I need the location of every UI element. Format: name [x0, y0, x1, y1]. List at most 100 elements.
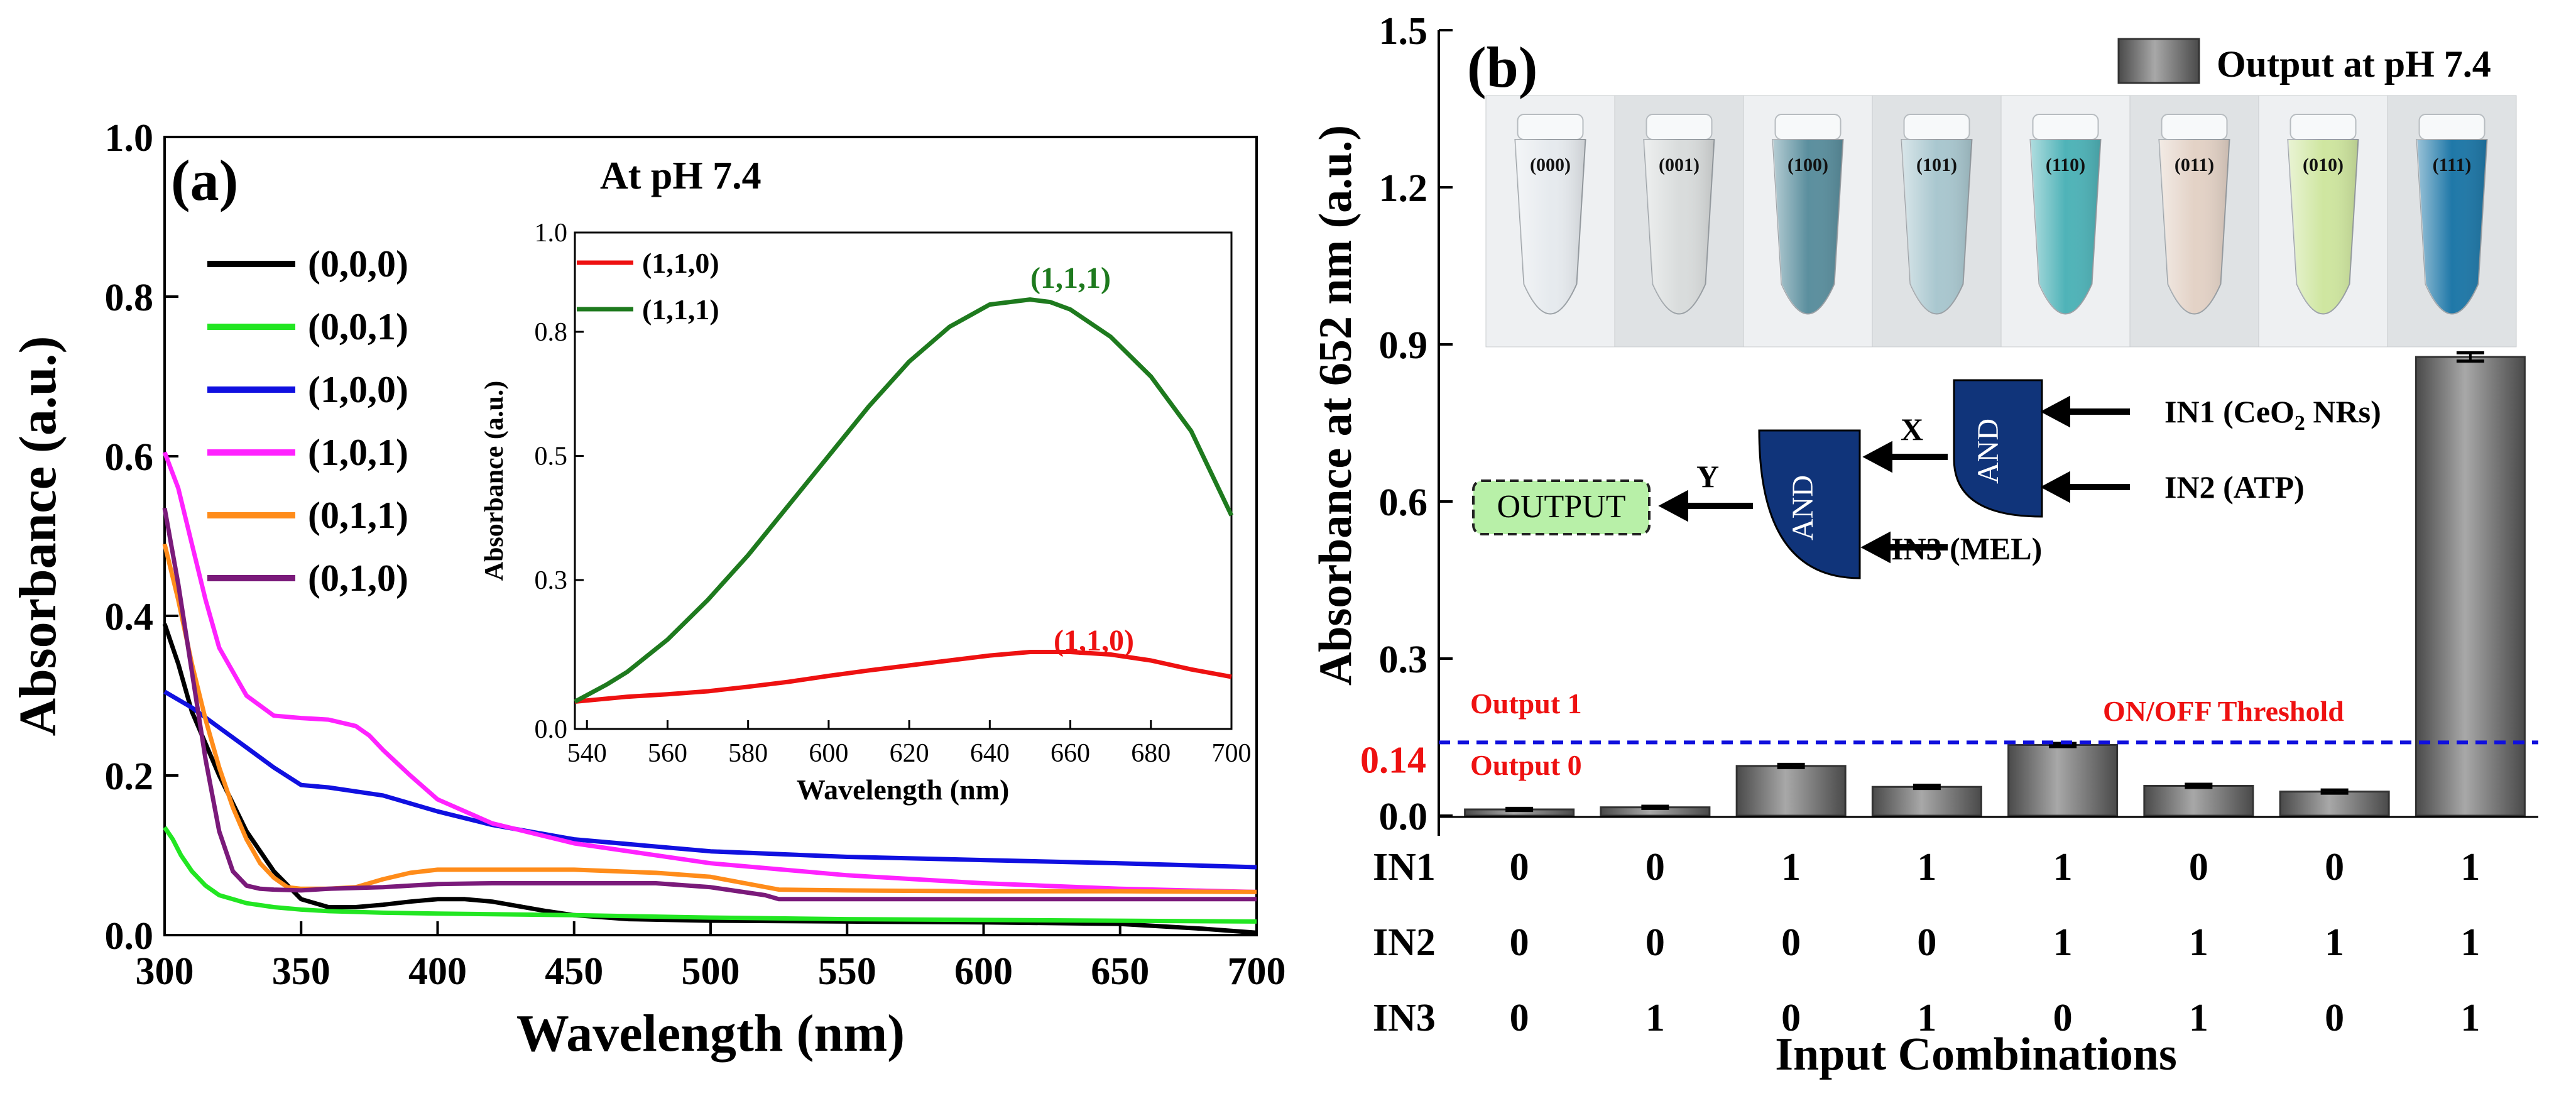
- inset-x-tick-label-700: 700: [1212, 739, 1252, 768]
- threshold-tick-label: 0.14: [1360, 739, 1426, 781]
- input-cell-IN2-0: 0: [1510, 921, 1529, 964]
- inset-x-tick-label-620: 620: [890, 739, 929, 768]
- x-tick-label-450: 450: [545, 950, 603, 993]
- tube-shine-0: [1515, 140, 1586, 314]
- x-tick-label-350: 350: [272, 950, 330, 993]
- tube-shine-1: [1644, 140, 1715, 314]
- legend-label-010: (0,1,0): [308, 557, 408, 599]
- inset-y-tick-label-0.8: 0.8: [535, 318, 568, 347]
- input-cell-IN2-3: 0: [1917, 921, 1936, 964]
- arrow-y-head: [1658, 490, 1688, 522]
- panel-a-x-axis-label: Wavelength (nm): [516, 1004, 905, 1063]
- b-y-tick-label-0.0: 0.0: [1379, 796, 1428, 838]
- b-y-tick-label-0.9: 0.9: [1379, 324, 1428, 367]
- inset-annotation-110: (1,1,0): [1054, 624, 1134, 657]
- input-cell-IN3-2: 0: [1781, 997, 1801, 1039]
- inset-x-tick-label-540: 540: [567, 739, 607, 768]
- arrow-in3-head: [1860, 531, 1891, 564]
- output-box-label: OUTPUT: [1497, 489, 1625, 525]
- y-tick-label-0.4: 0.4: [105, 596, 154, 638]
- tube-cap-7: [2418, 114, 2486, 140]
- panel-b-bar-chart: 0.00.30.60.91.21.5 (000) (001) (100) (101)(…: [1310, 10, 2538, 1080]
- input-cell-IN2-7: 1: [2460, 921, 2480, 964]
- inset-axis-ticks: 540 560 580 600 620 640 660 680 700 0.0 0.3 0.5 0.8 1…: [535, 219, 1252, 768]
- x-tick-label-400: 400: [408, 950, 467, 993]
- tube-label-110: (110): [2046, 155, 2085, 175]
- output-0-label: Output 0: [1470, 749, 1582, 781]
- inset-x-tick-label-680: 680: [1131, 739, 1171, 768]
- panel-a-series: [162, 451, 1257, 935]
- inset-y-tick-label-0.3: 0.3: [535, 566, 568, 595]
- in1-prefix: IN1 (CeO: [2164, 394, 2295, 429]
- input-combination-table: IN1 0 0 1 1 1 0 0 1 IN2 0 0 0 0 1 1 1 1 IN3 0 1 0 1 0 1 0 1: [1373, 846, 2480, 1039]
- x-tick-label-550: 550: [818, 950, 876, 993]
- series-line-0-1-0: [162, 507, 1257, 902]
- bar-3: [1871, 786, 1982, 817]
- series-line-0-0-1: [163, 826, 1257, 924]
- panel-a-label: (a): [171, 148, 238, 212]
- tube-cap-2: [1774, 114, 1842, 140]
- panel-b-y-axis-label: Absorbance at 652 nm (a.u.): [1310, 125, 1362, 686]
- panel-b-bars: [1439, 351, 2538, 818]
- bar-6: [2279, 791, 2390, 817]
- tube-label-011: (011): [2175, 155, 2214, 175]
- tube-cap-5: [2161, 114, 2228, 140]
- inset-y-tick-label-1.0: 1.0: [535, 219, 568, 248]
- arrow-x-head: [1862, 441, 1892, 473]
- inset-x-tick-label-560: 560: [648, 739, 687, 768]
- series-line-0-0-0: [162, 623, 1257, 935]
- input-cell-IN2-6: 1: [2325, 921, 2344, 964]
- y-tick-label-0.8: 0.8: [105, 277, 154, 319]
- b-y-tick-label-0.3: 0.3: [1379, 638, 1428, 681]
- tube-shine-3: [1901, 140, 1972, 314]
- input-cell-IN1-3: 1: [1917, 846, 1936, 889]
- legend-label-001: (0,0,1): [308, 306, 408, 348]
- y-tick-label-0.0: 0.0: [105, 915, 154, 958]
- input-cell-IN1-0: 0: [1510, 846, 1529, 889]
- inset-legend-label-111: (1,1,1): [642, 293, 719, 326]
- bar-7: [2415, 356, 2526, 817]
- tube-label-100: (100): [1787, 155, 1828, 175]
- output-1-label: Output 1: [1470, 687, 1582, 720]
- tube-photo-strip: (000) (001) (100) (101) (110) (011) (010) (111): [1485, 95, 2517, 348]
- bar-2: [1735, 765, 1847, 817]
- inset-x-tick-label-660: 660: [1051, 739, 1090, 768]
- tube-shine-4: [2030, 140, 2101, 314]
- panel-b-legend-label: Output at pH 7.4: [2217, 43, 2491, 85]
- x-tick-label-600: 600: [954, 950, 1013, 993]
- panel-b-label: (b): [1467, 35, 1537, 99]
- inset-annotation-111: (1,1,1): [1030, 261, 1111, 295]
- input-row-label-IN2: IN2: [1373, 921, 1436, 964]
- input-in1-label: IN1 (CeO2 NRs): [2164, 394, 2381, 435]
- input-cell-IN1-4: 1: [2053, 846, 2073, 889]
- panel-a-title: At pH 7.4: [600, 155, 761, 197]
- legend-label-011: (0,1,1): [308, 495, 408, 536]
- tube-label-111: (111): [2433, 155, 2472, 175]
- legend-label-100: (1,0,0): [308, 369, 408, 410]
- tube-cap-6: [2289, 114, 2357, 140]
- inset-x-axis-label: Wavelength (nm): [797, 774, 1010, 806]
- x-tick-label-300: 300: [136, 950, 194, 993]
- input-cell-IN3-1: 1: [1645, 997, 1665, 1039]
- panel-a-axis-ticks: 300 350 400 450 500 550 600 650 700 0.0 0.2 0.4 0.6 0…: [105, 117, 1286, 993]
- input-cell-IN1-7: 1: [2460, 846, 2480, 889]
- legend-label-101: (1,0,1): [308, 432, 408, 473]
- inset-x-tick-label-600: 600: [809, 739, 848, 768]
- inset-y-tick-label-0.5: 0.5: [535, 442, 568, 471]
- inset-y-axis-label: Absorbance (a.u.): [480, 381, 509, 581]
- input-cell-IN1-6: 0: [2325, 846, 2344, 889]
- series-line-1-0-0: [163, 689, 1257, 870]
- panel-b-legend-swatch: [2117, 38, 2200, 84]
- inset-legend-label-110: (1,1,0): [642, 247, 719, 279]
- input-cell-IN2-2: 0: [1781, 921, 1801, 964]
- tube-cap-1: [1645, 114, 1713, 140]
- gate-link-x-label: X: [1901, 412, 1923, 447]
- panel-a-legend: (0,0,0) (0,0,1) (1,0,0) (1,0,1) (0,1,1) …: [207, 243, 408, 599]
- input-cell-IN2-4: 1: [2053, 921, 2073, 964]
- tube-label-001: (001): [1659, 155, 1700, 175]
- input-cell-IN3-7: 1: [2460, 997, 2480, 1039]
- input-cell-IN2-1: 0: [1645, 921, 1665, 964]
- tube-shine-7: [2416, 140, 2487, 314]
- legend-label-000: (0,0,0): [308, 243, 408, 285]
